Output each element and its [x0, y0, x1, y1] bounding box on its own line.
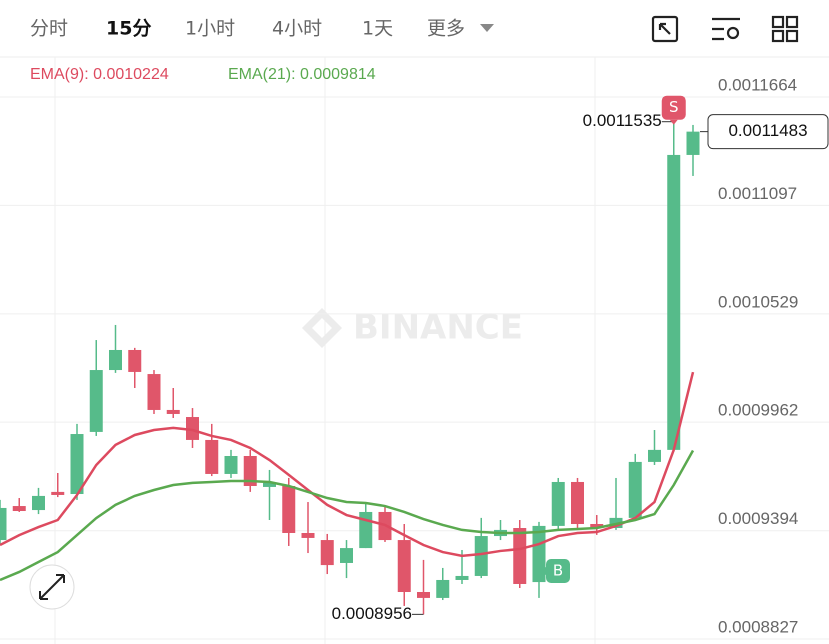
candle-body [301, 532, 315, 538]
ema-line [0, 371, 695, 558]
candle-body [397, 540, 411, 593]
candle-body [109, 349, 122, 371]
last-price-box [707, 114, 829, 150]
y-tick-label: 0.0010529 [718, 292, 798, 311]
signal-tail [541, 567, 546, 575]
candle-body [12, 506, 26, 512]
tab[interactable]: 1小时 [185, 18, 235, 40]
candle-body [340, 548, 353, 563]
signal-tail [669, 119, 678, 125]
candle-body [551, 481, 565, 526]
y-tick-label: 0.0011664 [718, 76, 797, 95]
candle-body [89, 370, 103, 432]
ema-line [0, 449, 695, 582]
candle-body [32, 495, 45, 511]
candle-body [282, 485, 296, 533]
tab[interactable]: 分时 [30, 18, 68, 40]
legend-entry: EMA(21): 0.0009814 [228, 66, 376, 83]
tab[interactable]: 4小时 [272, 18, 322, 40]
candle-body [0, 507, 7, 541]
signal-label: S [669, 98, 679, 116]
candle-body [648, 449, 661, 462]
candle-body [628, 461, 642, 518]
candle-body [417, 592, 430, 598]
signal-badge [661, 95, 686, 120]
y-tick-label: 0.0009394 [718, 509, 798, 528]
candle-body [513, 528, 527, 584]
icon-settings[interactable] [712, 17, 740, 41]
candle-body [70, 434, 84, 495]
candle-body [128, 349, 142, 372]
tab[interactable]: 15分 [106, 18, 151, 40]
dropdown-arrow[interactable] [480, 24, 494, 32]
candle-body [243, 455, 257, 486]
y-tick-label: 0.0011097 [718, 184, 797, 203]
candle-body [320, 540, 334, 566]
watermark-logo [302, 308, 342, 348]
high-annotation: 0.0011535 [583, 111, 662, 130]
candle-body [455, 575, 469, 580]
candle-body [590, 524, 604, 529]
y-tick-label: 0.0009962 [718, 401, 798, 420]
candle-body [166, 409, 180, 414]
candle-body [205, 439, 219, 474]
candle-body [224, 455, 238, 474]
candle-body [686, 131, 700, 155]
low-annotation: 0.0008956 [332, 604, 412, 623]
last-price: 0.0011483 [728, 121, 807, 140]
candle-body [436, 579, 450, 598]
tab[interactable]: 更多 [427, 18, 465, 40]
candle-body [667, 154, 681, 450]
candle-body [263, 482, 276, 487]
candle-body [186, 417, 199, 440]
legend-entry: EMA(9): 0.0010224 [30, 66, 169, 83]
icon-fullscreen[interactable] [651, 15, 679, 43]
expand-button[interactable] [29, 564, 75, 610]
icon-layout[interactable] [771, 15, 799, 43]
candle-body [51, 491, 65, 495]
signal-badge [546, 559, 570, 583]
toolbar-icons [651, 15, 799, 43]
candle-body [147, 374, 161, 410]
candle-body [532, 525, 546, 583]
signal-label: B [553, 562, 563, 580]
tab[interactable]: 1天 [362, 18, 393, 40]
y-tick-label: 0.0008827 [718, 617, 798, 636]
candle-body [359, 511, 373, 549]
candle-body [474, 536, 488, 576]
candle-body [571, 481, 584, 525]
